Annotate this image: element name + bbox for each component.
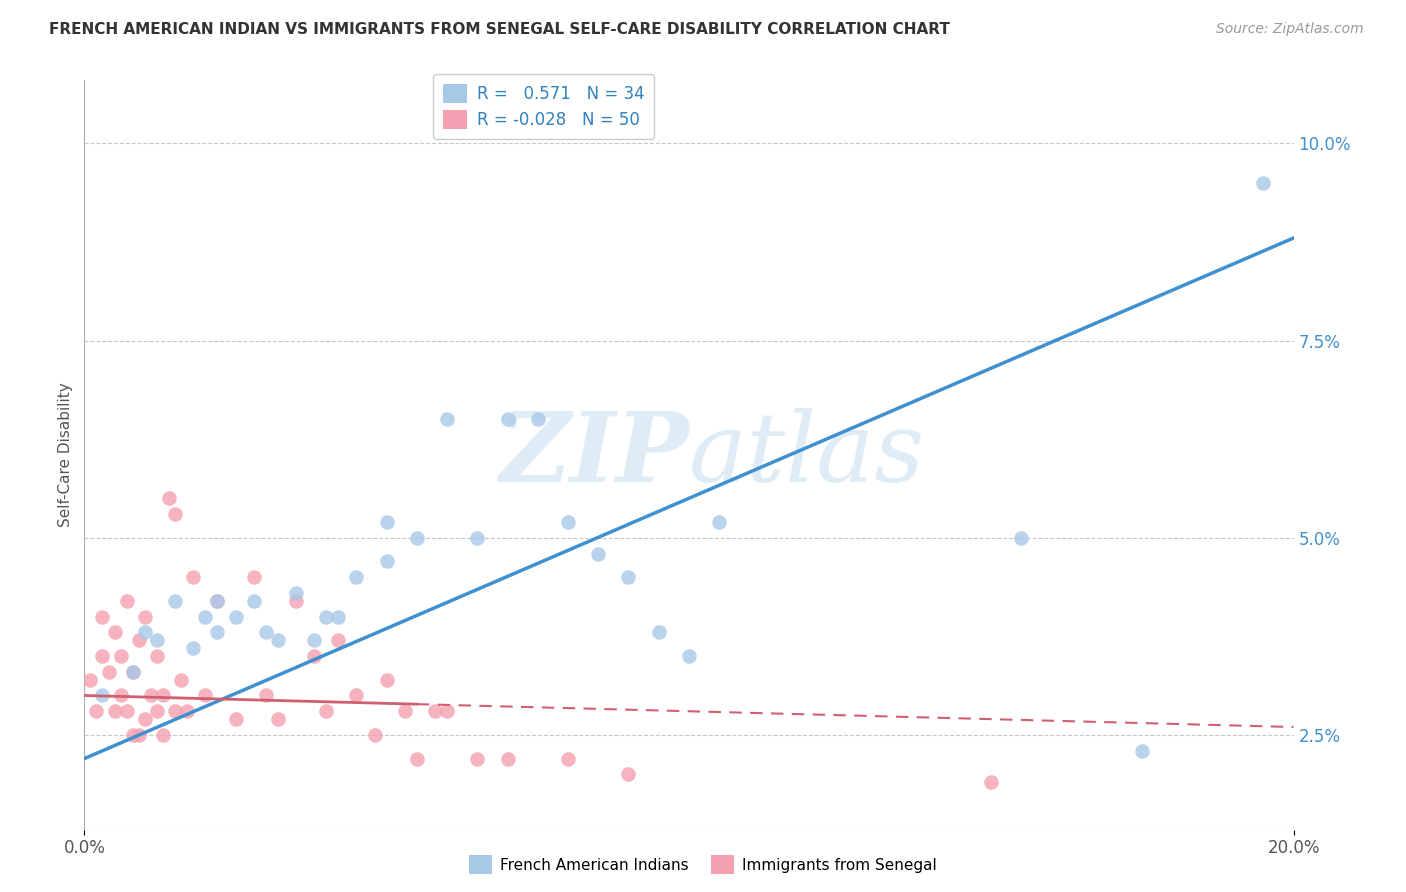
Point: [423, 704, 446, 718]
Text: FRENCH AMERICAN INDIAN VS IMMIGRANTS FROM SENEGAL SELF-CARE DISABILITY CORRELATI: FRENCH AMERICAN INDIAN VS IMMIGRANTS FRO…: [49, 22, 950, 37]
Point: [110, 648, 132, 663]
Point: [91, 609, 114, 624]
Point: [134, 609, 156, 624]
Point: [315, 609, 337, 624]
Point: [152, 728, 174, 742]
Point: [375, 515, 398, 529]
Point: [375, 554, 398, 568]
Point: [302, 648, 325, 663]
Point: [207, 594, 229, 608]
Point: [242, 594, 264, 608]
Text: atlas: atlas: [689, 408, 925, 502]
Point: [91, 689, 114, 703]
Point: [1011, 531, 1033, 545]
Point: [557, 515, 579, 529]
Point: [267, 712, 290, 726]
Point: [181, 570, 204, 584]
Point: [302, 633, 325, 648]
Point: [527, 412, 550, 426]
Point: [496, 412, 519, 426]
Point: [406, 751, 429, 765]
Point: [496, 751, 519, 765]
Point: [557, 751, 579, 765]
Point: [165, 594, 187, 608]
Point: [157, 491, 180, 506]
Point: [254, 625, 277, 640]
Point: [254, 689, 277, 703]
Point: [242, 570, 264, 584]
Point: [121, 665, 143, 679]
Point: [121, 728, 143, 742]
Point: [165, 704, 187, 718]
Point: [176, 704, 198, 718]
Point: [315, 704, 337, 718]
Point: [110, 689, 132, 703]
Point: [134, 712, 156, 726]
Point: [91, 648, 114, 663]
Point: [115, 594, 138, 608]
Point: [115, 704, 138, 718]
Point: [146, 633, 169, 648]
Point: [86, 704, 108, 718]
Point: [406, 531, 429, 545]
Point: [617, 767, 640, 781]
Point: [346, 570, 368, 584]
Point: [436, 412, 458, 426]
Point: [588, 547, 610, 561]
Legend: French American Indians, Immigrants from Senegal: French American Indians, Immigrants from…: [463, 849, 943, 880]
Point: [709, 515, 731, 529]
Point: [128, 633, 150, 648]
Point: [165, 507, 187, 521]
Y-axis label: Self-Care Disability: Self-Care Disability: [58, 383, 73, 527]
Point: [436, 704, 458, 718]
Point: [181, 641, 204, 656]
Legend: R =   0.571   N = 34, R = -0.028   N = 50: R = 0.571 N = 34, R = -0.028 N = 50: [433, 74, 654, 139]
Point: [194, 689, 217, 703]
Point: [394, 704, 416, 718]
Point: [285, 586, 308, 600]
Point: [128, 728, 150, 742]
Point: [104, 704, 127, 718]
Point: [648, 625, 671, 640]
Point: [146, 704, 169, 718]
Point: [225, 609, 247, 624]
Text: ZIP: ZIP: [499, 408, 689, 502]
Point: [267, 633, 290, 648]
Point: [152, 689, 174, 703]
Point: [467, 531, 489, 545]
Point: [225, 712, 247, 726]
Point: [170, 673, 193, 687]
Point: [467, 751, 489, 765]
Point: [121, 665, 143, 679]
Point: [104, 625, 127, 640]
Point: [678, 648, 700, 663]
Point: [97, 665, 120, 679]
Point: [375, 673, 398, 687]
Point: [1130, 744, 1153, 758]
Point: [146, 648, 169, 663]
Point: [617, 570, 640, 584]
Point: [285, 594, 308, 608]
Point: [134, 625, 156, 640]
Text: Source: ZipAtlas.com: Source: ZipAtlas.com: [1216, 22, 1364, 37]
Point: [328, 609, 350, 624]
Point: [1253, 176, 1275, 190]
Point: [139, 689, 162, 703]
Point: [363, 728, 385, 742]
Point: [207, 625, 229, 640]
Point: [346, 689, 368, 703]
Point: [194, 609, 217, 624]
Point: [79, 673, 101, 687]
Point: [328, 633, 350, 648]
Point: [980, 775, 1002, 789]
Point: [207, 594, 229, 608]
